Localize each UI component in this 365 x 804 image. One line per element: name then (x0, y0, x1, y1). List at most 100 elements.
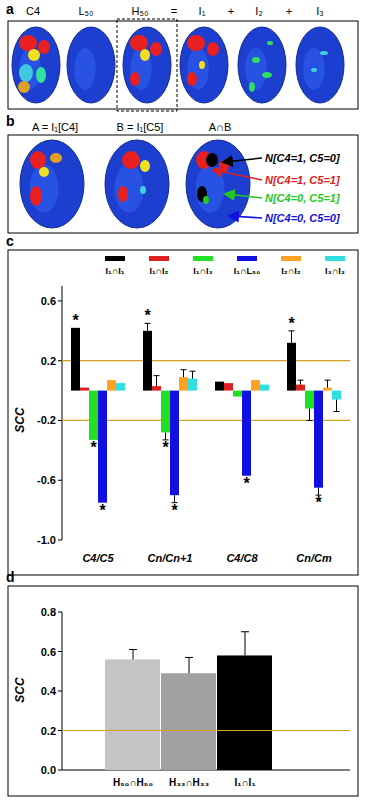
slice (123, 27, 171, 103)
bar (215, 382, 224, 391)
bar (233, 391, 242, 397)
frame (8, 586, 358, 796)
activity-spot (140, 186, 146, 194)
bar (71, 328, 80, 391)
bar (296, 385, 305, 391)
y-tick-label: 0.2 (41, 355, 56, 367)
y-axis (62, 286, 63, 540)
panel-a: aC4L₅₀H₅₀=I₁+I₂+I₃ (6, 1, 358, 111)
significance-mark: * (315, 494, 322, 511)
activity-spot (122, 151, 140, 169)
y-tick (58, 651, 62, 652)
slice-shade (187, 48, 209, 90)
arrow (224, 158, 262, 162)
activity-spot (30, 151, 46, 169)
y-tick (58, 691, 62, 692)
error-bar (183, 370, 184, 377)
bars (71, 323, 341, 502)
y-tick (58, 480, 62, 481)
panel-d: d0.00.20.40.60.8SCCH₅₀∩H₅₀H₃₃∩H₃₃I₁∩I₁ (6, 569, 358, 796)
bar (251, 380, 260, 390)
error-cap (129, 649, 137, 650)
category-label: H₃₃∩H₃₃ (169, 777, 210, 788)
error-bar (309, 409, 310, 421)
legend-label: I₁∩I₂ (149, 266, 168, 276)
activity-spot (267, 41, 273, 45)
bar (332, 391, 341, 400)
activity-spot (150, 42, 162, 56)
legend-swatch (193, 256, 213, 261)
error-cap (298, 380, 304, 381)
activity-spot (28, 49, 40, 61)
arrow-label: N[C4=1, C5=0] (265, 152, 340, 164)
slice (67, 27, 115, 103)
activity-spot (30, 186, 42, 206)
bar (287, 343, 296, 391)
category-label: C4/C8 (226, 552, 258, 564)
y-tick (58, 730, 62, 731)
bar (242, 391, 251, 476)
slice (186, 140, 250, 228)
activity-spot (18, 81, 30, 93)
error-bar (327, 380, 328, 387)
activity-spot (206, 153, 218, 167)
error-cap (307, 420, 313, 421)
error-bar (300, 380, 301, 384)
significance-mark: * (288, 315, 295, 332)
slice-shade (130, 48, 152, 90)
category-label: Cn/Cm (296, 552, 332, 564)
error-cap (185, 657, 193, 658)
y-tick-label: -1.0 (37, 534, 56, 546)
bar (188, 379, 197, 391)
activity-spot (187, 35, 205, 51)
slice (180, 27, 228, 103)
category-label: Cn/Cn+1 (148, 552, 193, 564)
y-axis-label: SCC (13, 677, 27, 703)
image-title: A = I₁[C4] (32, 121, 78, 133)
activity-spot (50, 153, 62, 163)
legend-swatch (325, 256, 345, 261)
arrow (230, 216, 262, 218)
image-title: + (286, 5, 292, 17)
error-bar (147, 323, 148, 330)
panel-label: b (6, 113, 15, 129)
image-title: B = I₁[C5] (117, 121, 164, 133)
y-tick-label: -0.6 (37, 474, 56, 486)
slice (105, 140, 169, 228)
activity-spot (207, 42, 219, 56)
frame (8, 250, 358, 575)
activity-spot (36, 67, 46, 83)
activity-spot (118, 186, 128, 202)
significance-mark: * (171, 502, 178, 519)
category-label: I₁∩I₁ (234, 777, 255, 788)
y-tick-label: 0.4 (41, 685, 57, 697)
legend-label: I₁∩I₁ (106, 266, 125, 276)
error-cap (181, 369, 187, 370)
image-title: H₅₀ (132, 5, 149, 17)
activity-spot (130, 72, 140, 86)
activity-spot (38, 40, 50, 54)
bar (152, 386, 161, 390)
reference-line (62, 730, 350, 731)
y-tick (58, 770, 62, 771)
reference-line (62, 360, 350, 361)
error-bar (291, 331, 292, 343)
activity-spot (199, 61, 205, 69)
activity-spot (140, 49, 150, 61)
error-bar (189, 657, 190, 673)
figure: aC4L₅₀H₅₀=I₁+I₂+I₃bA = I₁[C4]B = I₁[C5]A… (0, 0, 365, 804)
bar (98, 391, 107, 503)
image-title: + (228, 5, 234, 17)
y-tick (58, 612, 62, 613)
activity-spot (39, 167, 49, 177)
image-title: L₅₀ (78, 5, 93, 17)
frame (8, 135, 358, 233)
legend-label: I₁∩L₅₀ (234, 266, 260, 276)
activity-spot (262, 72, 272, 78)
bar (107, 380, 116, 390)
activity-spot (203, 196, 209, 204)
legend-label: I₃∩I₃ (325, 266, 345, 276)
bar (80, 388, 89, 391)
y-axis-label: SCC (13, 407, 27, 433)
bar (217, 655, 272, 770)
